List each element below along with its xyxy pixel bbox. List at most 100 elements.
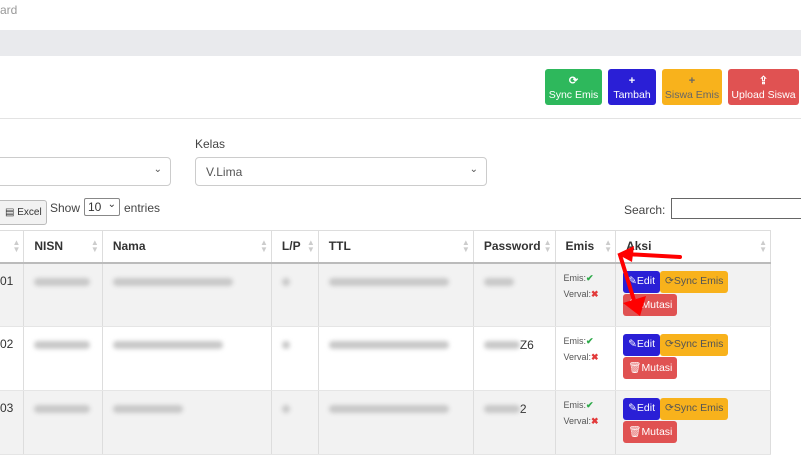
sort-icon: ▲ ▼ (461, 238, 470, 254)
sort-icon: ▲ ▼ (90, 238, 99, 254)
blurred-password (483, 405, 520, 413)
label: Edit (636, 338, 655, 350)
col-aksi[interactable]: Aksi ▲ ▼ (615, 230, 771, 264)
cell-emis: Emis:✔ Verval:✖ (555, 326, 617, 391)
check-icon: ✔ (586, 272, 594, 283)
filter-select-left[interactable]: ⌄ (0, 157, 171, 186)
emis-label: Emis: (563, 336, 587, 346)
edit-button[interactable]: ✎Edit (623, 270, 660, 293)
kelas-select[interactable]: V.Lima ⌄ (195, 157, 487, 186)
arrow-left-head (617, 246, 634, 262)
refresh-icon: ⟳ (665, 274, 674, 287)
label: Upload Siswa (731, 89, 796, 101)
upload-siswa-button[interactable]: ⇪ Upload Siswa (728, 69, 799, 105)
sync-emis-button[interactable]: ⟳ Sync Emis (545, 69, 602, 105)
chevron-down-icon: ⌄ (107, 199, 116, 210)
header-label: TTL (328, 239, 351, 254)
cell-no: 01 (0, 262, 25, 327)
row-number: 02 (0, 337, 14, 351)
header-band (0, 30, 801, 56)
col-nisn[interactable]: NISN ▲ ▼ (23, 230, 103, 264)
chevron-down-icon: ⌄ (153, 164, 162, 175)
annotation-arrows (617, 246, 682, 316)
header-label: Emis (565, 239, 595, 254)
col-ttl[interactable]: TTL ▲ ▼ (318, 230, 474, 264)
mutasi-button[interactable]: 🗑Mutasi (623, 357, 678, 379)
upload-icon: ⇪ (758, 75, 769, 87)
excel-button[interactable]: ▤ Excel (0, 200, 47, 225)
label: Siswa Emis (664, 89, 720, 101)
label: Mutasi (641, 426, 673, 438)
kelas-value: V.Lima (206, 165, 243, 179)
label: Sync Emis (673, 274, 724, 287)
x-icon: ✖ (591, 416, 599, 426)
search-label: Search: (624, 203, 666, 217)
row-number: 03 (0, 401, 14, 415)
tambah-button[interactable]: + Tambah (608, 69, 656, 105)
trash-icon: 🗑 (628, 426, 642, 438)
header-label: L/P (281, 239, 301, 254)
col-no[interactable]: ▲ ▼ (0, 230, 25, 264)
refresh-icon: ⟳ (665, 338, 674, 350)
cell-password (473, 262, 556, 327)
blurred-nisn (34, 277, 91, 286)
label: Excel (17, 207, 42, 218)
col-nama[interactable]: Nama ▲ ▼ (102, 230, 272, 264)
refresh-icon: ⟳ (568, 75, 579, 87)
table-row: 01 Emis:✔Verval:✖ ✎Edit⟳Sync Emis 🗑Mutas… (0, 262, 771, 327)
cell-lp (271, 262, 319, 327)
table-header: ▲ ▼ NISN ▲ ▼ Nama ▲ ▼ L/P ▲ ▼ TTL ▲ ▼ Password ▲ ▼ … (0, 230, 771, 264)
cell-nisn (23, 262, 103, 327)
blurred-lp (281, 405, 290, 413)
cell-no: 02 (0, 326, 25, 391)
breadcrumb: ard (0, 3, 18, 17)
sync-emis-row-button[interactable]: ⟳Sync Emis (660, 398, 729, 420)
search-input[interactable] (671, 198, 801, 219)
cell-aksi: ✎Edit⟳Sync Emis 🗑Mutasi (615, 262, 771, 327)
blurred-nama (112, 277, 233, 286)
blurred-nama (112, 405, 183, 413)
cell-lp (271, 326, 319, 391)
blurred-ttl (328, 405, 449, 413)
sync-emis-row-button[interactable]: ⟳Sync Emis (660, 270, 729, 293)
x-icon: ✖ (591, 352, 599, 362)
blurred-lp (281, 277, 290, 286)
verval-label: Verval: (563, 352, 592, 362)
cell-password: Z6 (473, 326, 556, 391)
x-icon: ✖ (591, 288, 599, 299)
entries-value: 10 (88, 200, 102, 214)
sync-emis-row-button[interactable]: ⟳Sync Emis (660, 334, 729, 356)
row-number: 01 (0, 273, 14, 288)
cell-nama (102, 262, 272, 327)
blurred-password (483, 277, 514, 286)
sort-icon: ▲ ▼ (759, 238, 767, 254)
label: Mutasi (641, 362, 673, 374)
cell-nama (102, 326, 272, 391)
header-label: NISN (34, 239, 64, 254)
label: Edit (636, 274, 655, 287)
entries-select[interactable]: 10 ⌄ (84, 198, 120, 216)
col-password[interactable]: Password ▲ ▼ (473, 230, 556, 264)
password-visible: Z6 (519, 338, 534, 352)
edit-button[interactable]: ✎Edit (623, 398, 660, 420)
arrow-left (623, 252, 682, 259)
refresh-icon: ⟳ (665, 402, 674, 414)
file-icon: ▤ (5, 207, 18, 218)
header-label: Password (483, 239, 541, 254)
label: Tambah (613, 89, 651, 101)
edit-icon: ✎ (628, 274, 637, 287)
sort-icon: ▲ ▼ (260, 238, 268, 254)
cell-ttl (318, 326, 474, 391)
col-emis[interactable]: Emis ▲ ▼ (555, 230, 617, 264)
table-row: 02 Z6 Emis:✔ Verval:✖ ✎Edit ⟳Sync Emis 🗑Mu… (0, 326, 771, 391)
verval-label: Verval: (563, 288, 592, 299)
edit-button[interactable]: ✎Edit (623, 334, 660, 356)
arrow-down-head (623, 296, 646, 316)
verval-label: Verval: (563, 416, 592, 426)
check-icon: ✔ (586, 336, 594, 346)
col-lp[interactable]: L/P ▲ ▼ (271, 230, 319, 264)
emis-label: Emis: (563, 400, 587, 410)
siswa-emis-button[interactable]: + Siswa Emis (662, 69, 722, 105)
blurred-lp (281, 341, 290, 349)
label: Edit (636, 402, 655, 414)
